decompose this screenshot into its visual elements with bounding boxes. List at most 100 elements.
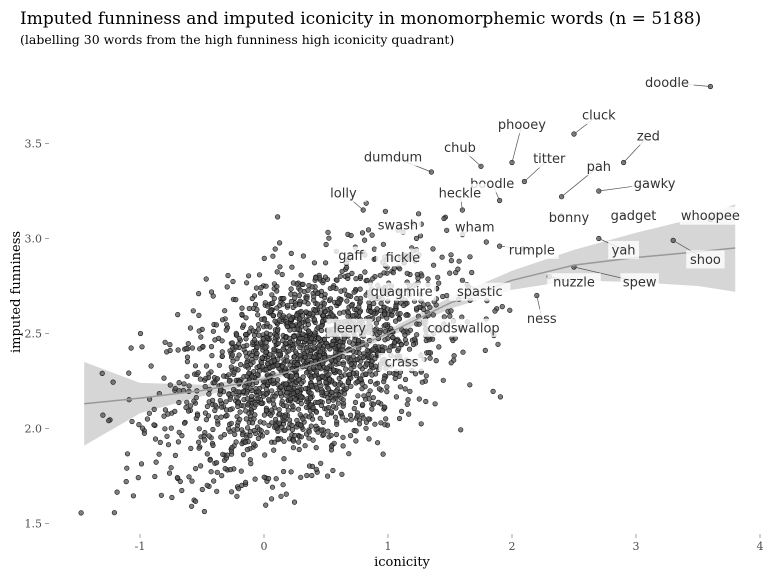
data-point	[378, 300, 384, 306]
data-point	[288, 286, 294, 292]
data-point	[278, 390, 284, 396]
data-point	[276, 352, 282, 358]
data-point	[229, 352, 235, 358]
data-point	[199, 486, 205, 493]
data-point	[459, 314, 465, 320]
data-point	[139, 425, 146, 431]
data-point	[407, 388, 413, 395]
word-label-chub: chub	[444, 141, 476, 156]
data-point	[311, 345, 317, 351]
data-point	[344, 265, 350, 271]
data-point	[290, 438, 297, 444]
word-label-zed: zed	[637, 129, 660, 144]
data-point	[300, 281, 306, 288]
data-point	[384, 315, 390, 321]
data-point	[274, 269, 280, 275]
data-point	[259, 400, 265, 407]
data-point	[335, 299, 341, 305]
data-point	[183, 345, 189, 352]
data-point	[230, 358, 236, 364]
data-point	[334, 421, 340, 427]
data-point	[202, 437, 208, 443]
data-point	[303, 309, 309, 315]
data-point	[306, 328, 312, 334]
data-point	[252, 412, 258, 418]
data-point	[220, 451, 226, 457]
data-point	[175, 347, 181, 353]
data-point	[413, 235, 420, 241]
data-point	[174, 475, 180, 481]
data-point	[415, 275, 421, 281]
data-point	[356, 337, 362, 344]
data-point	[230, 278, 236, 285]
data-point	[177, 478, 183, 485]
data-point	[137, 330, 144, 337]
data-point	[259, 355, 265, 361]
data-point	[418, 421, 424, 427]
data-point	[384, 384, 390, 390]
data-point	[291, 354, 298, 360]
data-point	[204, 403, 210, 410]
data-point	[280, 482, 286, 488]
data-point	[348, 417, 354, 423]
data-point	[369, 406, 375, 412]
data-point	[419, 379, 425, 385]
data-point	[204, 482, 210, 488]
data-point	[111, 510, 117, 516]
word-label-bg	[686, 250, 725, 269]
data-point	[221, 373, 227, 379]
data-point	[223, 399, 229, 405]
data-point	[340, 343, 346, 349]
data-point	[244, 447, 250, 453]
data-point	[238, 362, 244, 368]
data-point	[263, 391, 269, 397]
word-label-bg	[440, 138, 480, 157]
data-point	[226, 372, 232, 378]
data-point	[416, 321, 422, 327]
data-point	[284, 358, 290, 364]
data-point	[344, 385, 350, 391]
data-point	[352, 399, 359, 406]
data-point	[262, 300, 268, 306]
data-point	[336, 375, 342, 382]
word-label-leery: leery	[333, 321, 366, 336]
word-label-bg	[547, 273, 601, 292]
data-point	[306, 435, 312, 441]
data-point	[158, 492, 164, 498]
data-point	[348, 232, 354, 239]
data-point	[366, 436, 372, 442]
data-point	[314, 290, 321, 297]
word-label-bg	[679, 206, 741, 225]
data-point	[279, 271, 285, 278]
data-point	[239, 311, 245, 318]
data-point	[290, 280, 297, 286]
data-point	[344, 298, 350, 304]
data-point	[328, 432, 334, 439]
data-point	[130, 493, 136, 499]
word-label-bg	[374, 216, 421, 235]
labelled-point	[428, 169, 435, 175]
data-point	[172, 452, 178, 459]
data-point	[298, 272, 304, 278]
data-point	[259, 364, 266, 370]
data-point	[311, 260, 318, 266]
data-point	[373, 381, 379, 387]
data-point	[226, 391, 232, 397]
word-label-whoopee: whoopee	[681, 209, 740, 224]
data-point	[340, 397, 346, 403]
data-point	[193, 498, 199, 504]
data-point	[326, 371, 332, 377]
data-point	[397, 266, 403, 272]
data-point	[261, 474, 267, 480]
word-label-bg	[608, 240, 639, 259]
data-point	[167, 342, 173, 348]
data-point	[144, 416, 150, 422]
data-point	[219, 404, 225, 410]
data-point	[184, 399, 190, 405]
data-point	[331, 440, 337, 446]
data-point	[348, 412, 354, 418]
data-point	[266, 422, 272, 429]
data-point	[78, 510, 84, 516]
data-point	[396, 316, 402, 322]
data-point	[321, 301, 328, 307]
